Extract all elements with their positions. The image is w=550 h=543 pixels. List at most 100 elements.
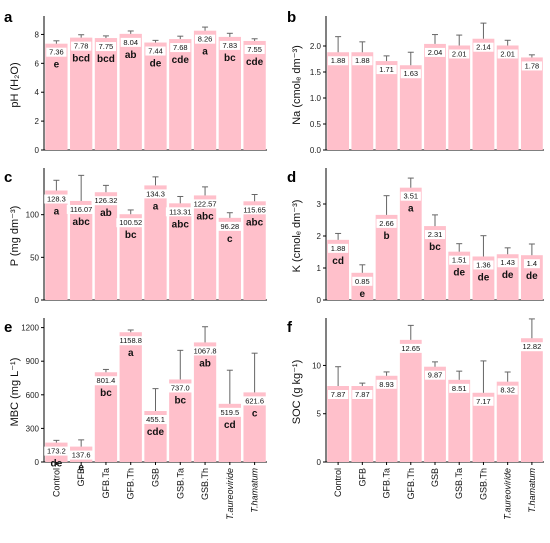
value-label-bg [449, 383, 470, 393]
y-tick-label: 8 [35, 30, 40, 39]
y-axis-title: P (mg dm⁻³) [9, 206, 21, 267]
value-label-bg [473, 42, 494, 52]
value-label: 8.51 [452, 384, 467, 393]
value-label-bg [400, 69, 421, 79]
panel-letter: f [287, 319, 293, 336]
bar [169, 203, 192, 300]
value-label: 1.51 [452, 256, 467, 265]
y-tick-label: 3 [317, 200, 322, 209]
value-label: 9.87 [428, 371, 443, 380]
value-label: 1.71 [379, 65, 394, 74]
value-label-bg [190, 346, 220, 356]
category-label: T.aureoviride [225, 468, 235, 520]
value-label: 7.17 [476, 397, 491, 406]
bar [144, 42, 167, 150]
group-letter: de [526, 271, 538, 282]
value-label: 128.3 [47, 195, 66, 204]
category-label: GFB.Ta [382, 468, 392, 499]
bar [45, 190, 68, 300]
category-label: Control [51, 468, 61, 497]
group-letter: bc [100, 388, 112, 399]
group-letter: e [78, 463, 84, 474]
group-letter: a [202, 47, 208, 58]
group-letter: cde [172, 55, 190, 66]
value-label-bg [352, 276, 373, 286]
bar [448, 379, 471, 462]
value-label: 7.83 [223, 41, 238, 50]
value-label: 0.85 [355, 277, 370, 286]
value-label-bg [519, 342, 545, 352]
value-label: 1.88 [355, 56, 370, 65]
group-letter: a [128, 348, 134, 359]
category-label: T.hamatum [250, 468, 260, 513]
value-label-bg [168, 383, 193, 393]
value-label: 1.4 [527, 259, 537, 268]
y-axis-title: K (cmolₑ dm⁻³) [291, 200, 303, 273]
value-label-bg [424, 47, 446, 57]
value-label-bg [44, 194, 69, 204]
value-label: 96.28 [220, 222, 239, 231]
bar [169, 379, 192, 462]
value-label-bg [190, 199, 220, 209]
panel-a: a 0 2 4 6 8 pH (H₂O) 7.36 e 7.78 bcd 7.75 bcd 8.04 ab 7… [4, 9, 267, 155]
category-label: Control [333, 468, 343, 497]
value-label: 1.88 [331, 244, 346, 253]
category-label: GFB.Th [406, 468, 416, 500]
group-letter: ab [125, 50, 137, 61]
value-label: 8.26 [198, 35, 213, 44]
value-label-bg [376, 379, 397, 389]
value-label-bg [473, 396, 494, 406]
value-label-bg [91, 196, 121, 206]
group-letter: bc [224, 53, 236, 64]
value-label: 2.04 [428, 48, 443, 57]
group-letter: de [150, 59, 162, 70]
y-tick-label: 0.5 [310, 120, 322, 129]
value-label-bg [400, 191, 421, 201]
value-label: 2.01 [500, 49, 515, 58]
value-label: 801.4 [97, 376, 116, 385]
bar [520, 57, 543, 150]
value-label-bg [145, 46, 166, 56]
group-letter: ab [199, 358, 211, 369]
bar [472, 38, 495, 150]
y-tick-label: 0 [317, 296, 322, 305]
value-label-bg [242, 396, 267, 406]
bar [424, 366, 446, 462]
group-letter: cd [224, 420, 236, 431]
category-label: T.aureoviride [503, 468, 513, 520]
value-label: 2.01 [452, 49, 467, 58]
bar [144, 185, 167, 300]
value-label: 134.3 [146, 189, 165, 198]
value-label: 100.52 [119, 218, 142, 227]
y-tick-label: 2.0 [310, 42, 322, 51]
value-label-bg [352, 390, 373, 400]
panel-b: b 0.0 0.5 1.0 1.5 2.0 Na (cmolₑ dm⁻³) 1.88 1.88 1… [287, 9, 544, 155]
category-label: GSB.Th [478, 468, 488, 500]
value-label-bg [170, 43, 191, 53]
bar [520, 338, 543, 462]
value-label: 621.6 [245, 396, 264, 405]
group-letter: cd [332, 256, 344, 267]
panel-letter: d [287, 169, 296, 186]
category-label: GFB.Ta [101, 468, 111, 499]
y-tick-label: 0 [317, 458, 322, 467]
y-tick-label: 1 [317, 264, 322, 273]
value-label-bg [116, 336, 146, 346]
bar [424, 226, 446, 300]
value-label: 1067.8 [194, 346, 217, 355]
value-label: 7.87 [331, 390, 346, 399]
value-label-bg [473, 260, 494, 270]
bar [119, 332, 142, 462]
value-label: 173.2 [47, 447, 66, 456]
bar [119, 33, 142, 150]
value-label-bg [44, 446, 69, 456]
y-tick-label: 1200 [21, 324, 39, 333]
value-label: 1.63 [403, 69, 418, 78]
value-label: 1.78 [525, 61, 540, 70]
value-label-bg [328, 243, 349, 253]
bar [327, 52, 350, 150]
bar [70, 200, 93, 300]
group-letter: bcd [72, 54, 90, 65]
bar [45, 43, 68, 150]
